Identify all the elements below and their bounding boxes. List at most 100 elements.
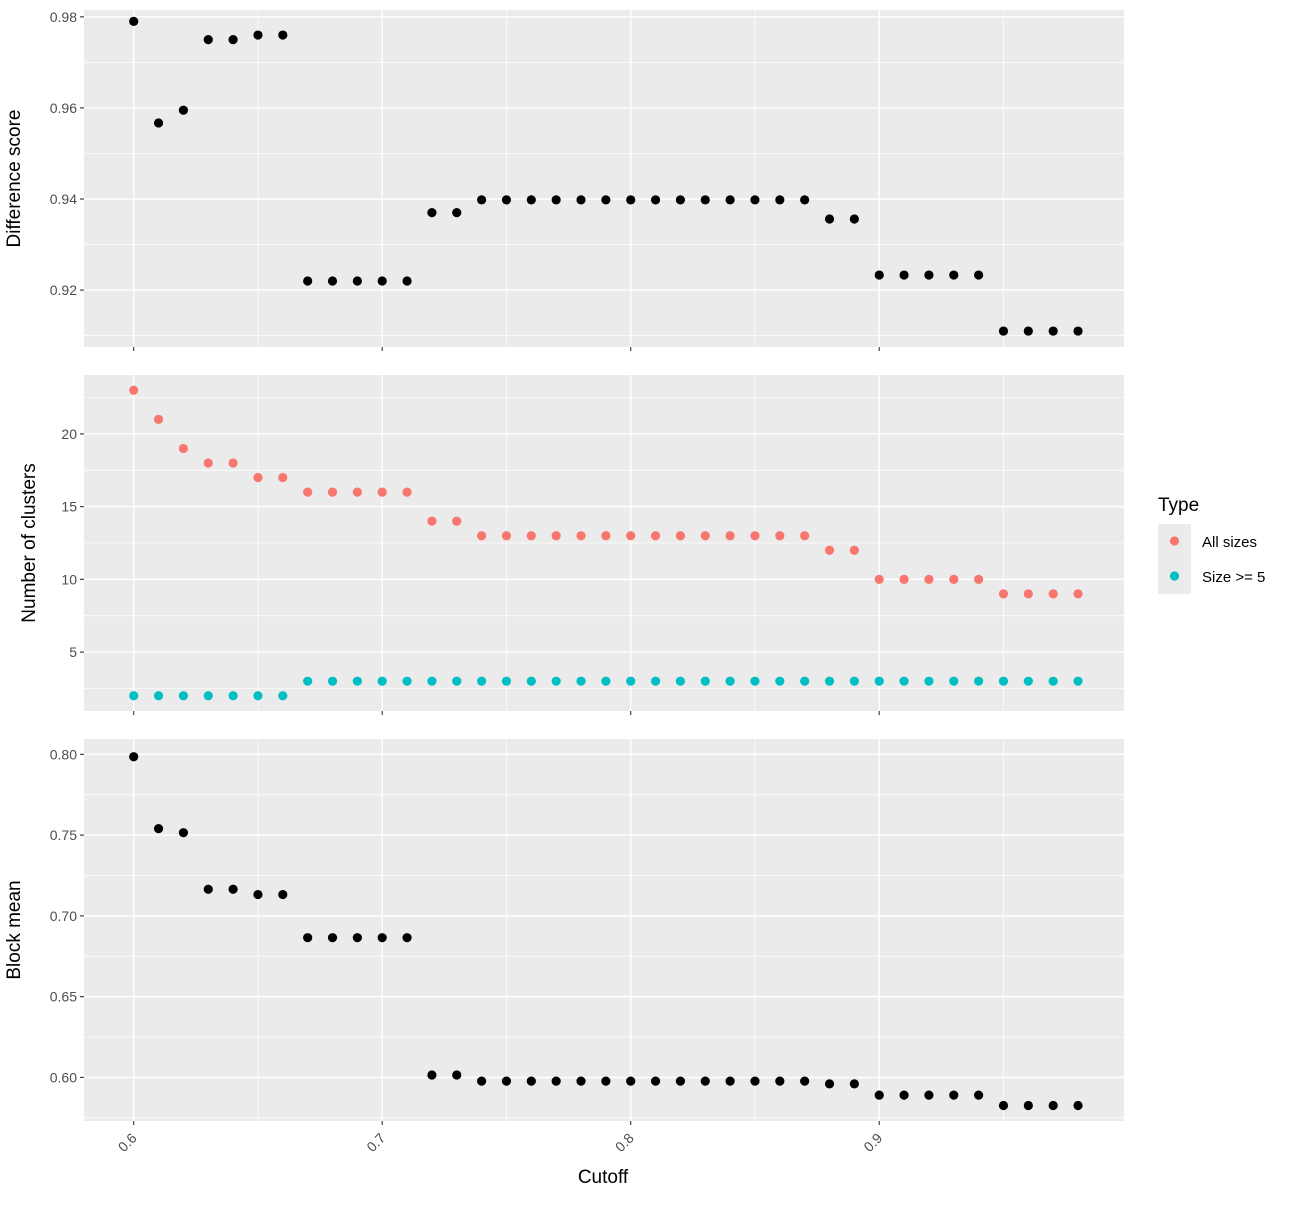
data-point <box>178 443 189 454</box>
data-point <box>129 752 139 762</box>
data-point <box>998 676 1009 686</box>
y-tick-label: 10 <box>61 571 77 587</box>
data-point <box>551 195 561 205</box>
data-point <box>477 195 487 205</box>
x-tick-label: 0.6 <box>115 1130 140 1155</box>
data-point <box>253 30 263 40</box>
data-point <box>1023 1100 1033 1111</box>
data-point <box>477 676 487 686</box>
data-point <box>974 676 984 686</box>
data-point <box>278 889 288 900</box>
data-point <box>924 1090 934 1100</box>
data-point <box>998 589 1009 599</box>
data-point <box>1073 589 1083 599</box>
data-point <box>626 1076 636 1086</box>
legend-label: All sizes <box>1202 534 1257 551</box>
data-point <box>601 676 611 686</box>
data-point <box>725 676 735 686</box>
data-point <box>551 676 561 686</box>
data-point <box>402 933 412 943</box>
data-point <box>824 1079 835 1089</box>
panel-background <box>84 739 1124 1121</box>
data-point <box>303 487 313 497</box>
data-point <box>526 1076 536 1086</box>
data-point <box>501 676 512 686</box>
data-point <box>626 195 636 205</box>
data-point <box>650 531 661 541</box>
data-point <box>725 1076 735 1086</box>
data-point <box>178 828 189 838</box>
data-point <box>1073 676 1083 686</box>
data-point <box>1048 676 1058 686</box>
data-point <box>899 676 909 686</box>
y-tick-label: 5 <box>69 644 77 660</box>
data-point <box>700 531 710 541</box>
data-point <box>352 933 362 943</box>
data-point <box>849 676 859 686</box>
panel-2: 5 10 15 20 Number of clusters <box>19 375 1124 715</box>
data-point <box>377 933 387 943</box>
data-point <box>725 531 735 541</box>
data-point <box>402 276 412 286</box>
y-tick-label: 0.96 <box>50 100 77 116</box>
data-point <box>253 691 263 701</box>
legend-key-dot <box>1169 536 1180 546</box>
data-point <box>700 1076 710 1086</box>
data-point <box>700 195 710 205</box>
data-point <box>253 889 263 900</box>
data-point <box>824 545 835 555</box>
data-point <box>377 276 387 286</box>
data-point <box>626 531 636 541</box>
data-point <box>303 276 313 286</box>
data-point <box>650 1076 661 1086</box>
data-point <box>278 30 288 40</box>
data-point <box>949 1090 959 1100</box>
data-point <box>303 933 313 943</box>
data-point <box>924 270 934 280</box>
data-point <box>800 531 810 541</box>
data-point <box>675 1076 686 1086</box>
panel-1: 0.92 0.94 0.96 0.98 Difference score <box>4 9 1124 351</box>
data-point <box>278 691 288 701</box>
data-point <box>998 326 1009 336</box>
data-point <box>974 574 984 584</box>
data-point <box>1023 326 1033 336</box>
data-point <box>675 195 686 205</box>
data-point <box>153 824 164 834</box>
data-point <box>477 531 487 541</box>
data-point <box>203 691 213 701</box>
data-point <box>526 531 536 541</box>
legend: Type All sizes Size >= 5 <box>1158 495 1265 594</box>
data-point <box>849 1079 859 1089</box>
data-point <box>228 35 238 45</box>
data-point <box>899 1090 909 1100</box>
y-tick-label: 0.98 <box>50 9 77 25</box>
y-axis-title: Difference score <box>4 110 25 248</box>
data-point <box>452 208 462 218</box>
x-axis-title: Cutoff <box>578 1167 629 1188</box>
data-point <box>949 574 959 584</box>
y-tick-label: 0.70 <box>50 908 77 924</box>
data-point <box>998 1100 1009 1111</box>
data-point <box>775 531 785 541</box>
data-point <box>129 16 139 26</box>
data-point <box>800 1076 810 1086</box>
data-point <box>576 676 586 686</box>
y-tick-label: 20 <box>61 426 77 442</box>
data-point <box>576 1076 586 1086</box>
data-point <box>327 676 338 686</box>
data-point <box>551 1076 561 1086</box>
data-point <box>477 1076 487 1086</box>
data-point <box>526 195 536 205</box>
data-point <box>1023 589 1033 599</box>
legend-key-background <box>1158 524 1191 594</box>
data-point <box>452 676 462 686</box>
data-point <box>924 676 934 686</box>
data-point <box>1073 1100 1083 1111</box>
data-point <box>427 516 437 526</box>
data-point <box>750 1076 760 1086</box>
panel-3: 0.60 0.65 0.70 0.75 0.80 Block mean <box>4 739 1124 1125</box>
data-point <box>203 35 213 45</box>
data-point <box>775 195 785 205</box>
data-point <box>501 531 512 541</box>
